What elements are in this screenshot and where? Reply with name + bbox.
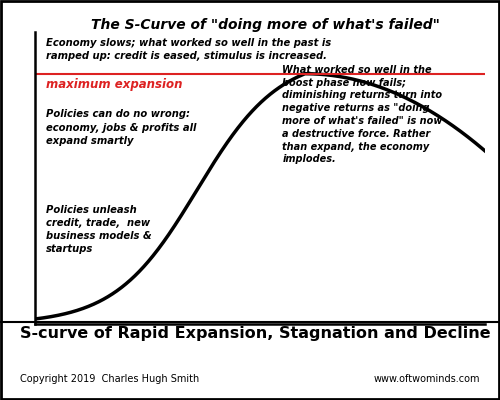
Text: Policies unleash
credit, trade,  new
business models &
startups: Policies unleash credit, trade, new busi… xyxy=(46,205,152,254)
Text: Copyright 2019  Charles Hugh Smith: Copyright 2019 Charles Hugh Smith xyxy=(20,374,199,384)
Text: maximum expansion: maximum expansion xyxy=(46,78,183,91)
Text: www.oftwominds.com: www.oftwominds.com xyxy=(374,374,480,384)
Text: Economy slows; what worked so well in the past is
ramped up: credit is eased, st: Economy slows; what worked so well in th… xyxy=(46,38,332,61)
Text: S-curve of Rapid Expansion, Stagnation and Decline: S-curve of Rapid Expansion, Stagnation a… xyxy=(20,326,490,341)
Text: The S-Curve of "doing more of what's failed": The S-Curve of "doing more of what's fai… xyxy=(90,18,440,32)
Text: What worked so well in the
boost phase now fails;
diminishing returns turn into
: What worked so well in the boost phase n… xyxy=(282,65,443,164)
Text: Policies can do no wrong:
economy, jobs & profits all
expand smartly: Policies can do no wrong: economy, jobs … xyxy=(46,110,197,146)
